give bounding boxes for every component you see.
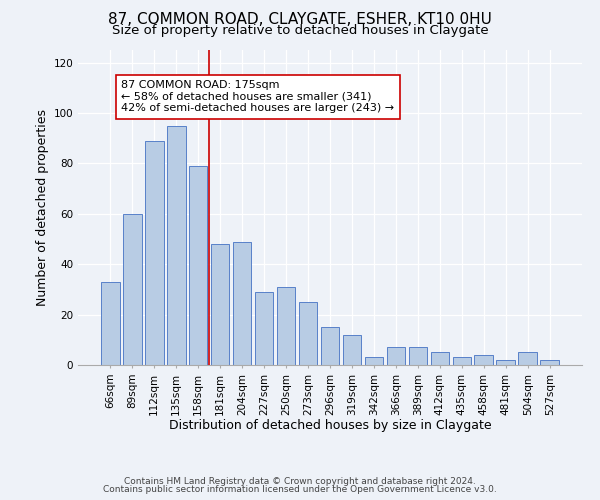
Text: 87, COMMON ROAD, CLAYGATE, ESHER, KT10 0HU: 87, COMMON ROAD, CLAYGATE, ESHER, KT10 0… (108, 12, 492, 28)
Bar (211, 244, 229, 365)
Bar (233, 242, 251, 365)
Bar (343, 335, 361, 365)
Bar (541, 360, 559, 365)
Text: Size of property relative to detached houses in Claygate: Size of property relative to detached ho… (112, 24, 488, 37)
Bar (123, 214, 142, 365)
Bar (518, 352, 537, 365)
Bar (386, 348, 405, 365)
Bar (299, 302, 317, 365)
X-axis label: Distribution of detached houses by size in Claygate: Distribution of detached houses by size … (169, 419, 491, 432)
Text: 87 COMMON ROAD: 175sqm
← 58% of detached houses are smaller (341)
42% of semi-de: 87 COMMON ROAD: 175sqm ← 58% of detached… (121, 80, 394, 114)
Bar (431, 352, 449, 365)
Bar (167, 126, 185, 365)
Bar (496, 360, 515, 365)
Bar (255, 292, 274, 365)
Text: Contains HM Land Registry data © Crown copyright and database right 2024.: Contains HM Land Registry data © Crown c… (124, 477, 476, 486)
Bar (365, 358, 383, 365)
Bar (101, 282, 119, 365)
Bar (475, 355, 493, 365)
Bar (277, 287, 295, 365)
Bar (320, 327, 340, 365)
Bar (189, 166, 208, 365)
Bar (452, 358, 471, 365)
Bar (145, 140, 164, 365)
Bar (409, 348, 427, 365)
Text: Contains public sector information licensed under the Open Government Licence v3: Contains public sector information licen… (103, 484, 497, 494)
Y-axis label: Number of detached properties: Number of detached properties (36, 109, 49, 306)
